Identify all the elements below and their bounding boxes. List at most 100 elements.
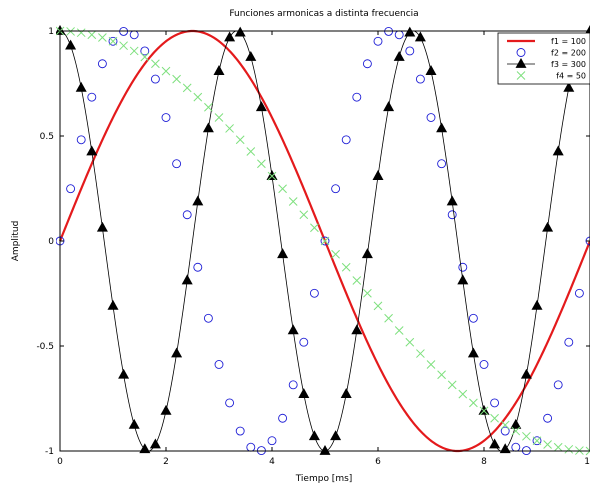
circle-point: [203, 313, 213, 323]
triangle-point: [171, 347, 183, 358]
triangle-point: [160, 404, 172, 415]
x-point: [479, 406, 489, 416]
circle-point: [182, 210, 192, 220]
y-tick-label: 0.5: [40, 132, 54, 142]
legend: f1 = 100 f2 = 200 f3 = 300 f4 = 50: [497, 32, 590, 85]
x-point: [278, 184, 287, 194]
triangle-point: [192, 195, 204, 206]
x-point: [373, 301, 383, 311]
legend-swatch-f3: [515, 57, 527, 68]
x-tick-label: 6: [375, 457, 381, 467]
triangle-point: [202, 122, 214, 133]
x-point: [500, 420, 510, 430]
triangle-point: [457, 274, 469, 285]
triangle-point: [351, 324, 363, 335]
circle-point: [299, 337, 309, 347]
x-point: [511, 426, 521, 436]
x-point: [363, 288, 372, 298]
series-f4-50: [56, 26, 590, 456]
x-point: [543, 440, 552, 449]
triangle-point: [552, 145, 564, 156]
triangle-point: [287, 324, 299, 335]
x-point: [140, 52, 150, 62]
circle-point: [214, 360, 224, 369]
circle-point: [479, 360, 489, 369]
x-point: [235, 135, 245, 145]
x-point: [416, 349, 425, 358]
triangle-point: [96, 221, 108, 232]
triangle-point: [107, 299, 119, 310]
x-point: [119, 41, 128, 51]
circle-point: [352, 92, 362, 102]
triangle-point: [563, 81, 575, 92]
x-point: [214, 113, 224, 122]
legend-label: f4 = 50: [556, 72, 586, 81]
x-point: [257, 159, 266, 169]
triangle-point: [234, 26, 246, 37]
circle-point: [225, 398, 235, 408]
triangle-point: [86, 145, 98, 156]
x-point: [320, 236, 330, 246]
triangle-point: [383, 101, 395, 112]
x-point: [246, 147, 256, 156]
x-tick-label: 8: [481, 457, 487, 467]
circle-point: [97, 59, 107, 69]
circle-point: [458, 262, 468, 272]
y-tick-label: 1: [48, 27, 54, 37]
circle-point: [278, 413, 288, 423]
circle-point: [405, 46, 415, 56]
triangle-point: [520, 368, 532, 379]
chart-title: Funciones armonicas a distinta frecuenci…: [229, 9, 418, 19]
x-point: [490, 413, 499, 423]
x-point: [76, 28, 86, 38]
triangle-point: [255, 101, 267, 112]
y-tick-label: 0: [48, 237, 54, 247]
x-point: [394, 326, 404, 335]
circle-point: [150, 74, 160, 84]
circle-point: [320, 236, 330, 246]
circle-point: [500, 426, 510, 436]
legend-label: f1 = 100: [551, 37, 586, 46]
triangle-point: [224, 31, 236, 42]
legend-label: f3 = 300: [551, 60, 586, 69]
triangle-point: [245, 50, 257, 61]
circle-point: [373, 36, 383, 46]
x-tick-label: 2: [163, 457, 169, 467]
x-axis-label: Tiempo [ms]: [295, 474, 353, 484]
x-point: [405, 337, 415, 347]
triangle-point: [531, 299, 543, 310]
circle-point: [341, 135, 351, 145]
x-point: [151, 59, 160, 69]
x-point: [522, 431, 531, 441]
circle-point: [532, 436, 542, 446]
triangle-point: [446, 195, 458, 206]
x-point: [469, 398, 478, 408]
y-tick-label: -1: [45, 447, 54, 457]
triangle-point: [414, 31, 426, 42]
triangle-point: [213, 65, 225, 75]
circle-point: [415, 74, 425, 84]
triangle-point: [149, 438, 161, 449]
circle-point: [553, 380, 563, 390]
triangle-point: [308, 430, 320, 441]
circle-point: [426, 113, 436, 122]
triangle-point: [266, 170, 278, 180]
circle-point: [161, 113, 171, 122]
circle-point: [437, 159, 447, 169]
x-tick-label: 4: [269, 457, 275, 467]
plot-area: 0 2 4 6 8 10 -1 -0.5 0 0.5 1: [36, 25, 590, 467]
x-point: [161, 66, 171, 76]
triangle-point: [361, 248, 373, 259]
x-point: [341, 262, 351, 272]
legend-swatch-f4: [516, 71, 526, 80]
x-point: [426, 360, 436, 369]
x-point: [310, 223, 319, 233]
triangle-point: [118, 368, 130, 379]
x-point: [204, 102, 213, 112]
triangle-point: [75, 81, 87, 92]
circle-point: [331, 184, 341, 194]
circle-point: [76, 135, 86, 145]
triangle-point: [298, 388, 310, 398]
